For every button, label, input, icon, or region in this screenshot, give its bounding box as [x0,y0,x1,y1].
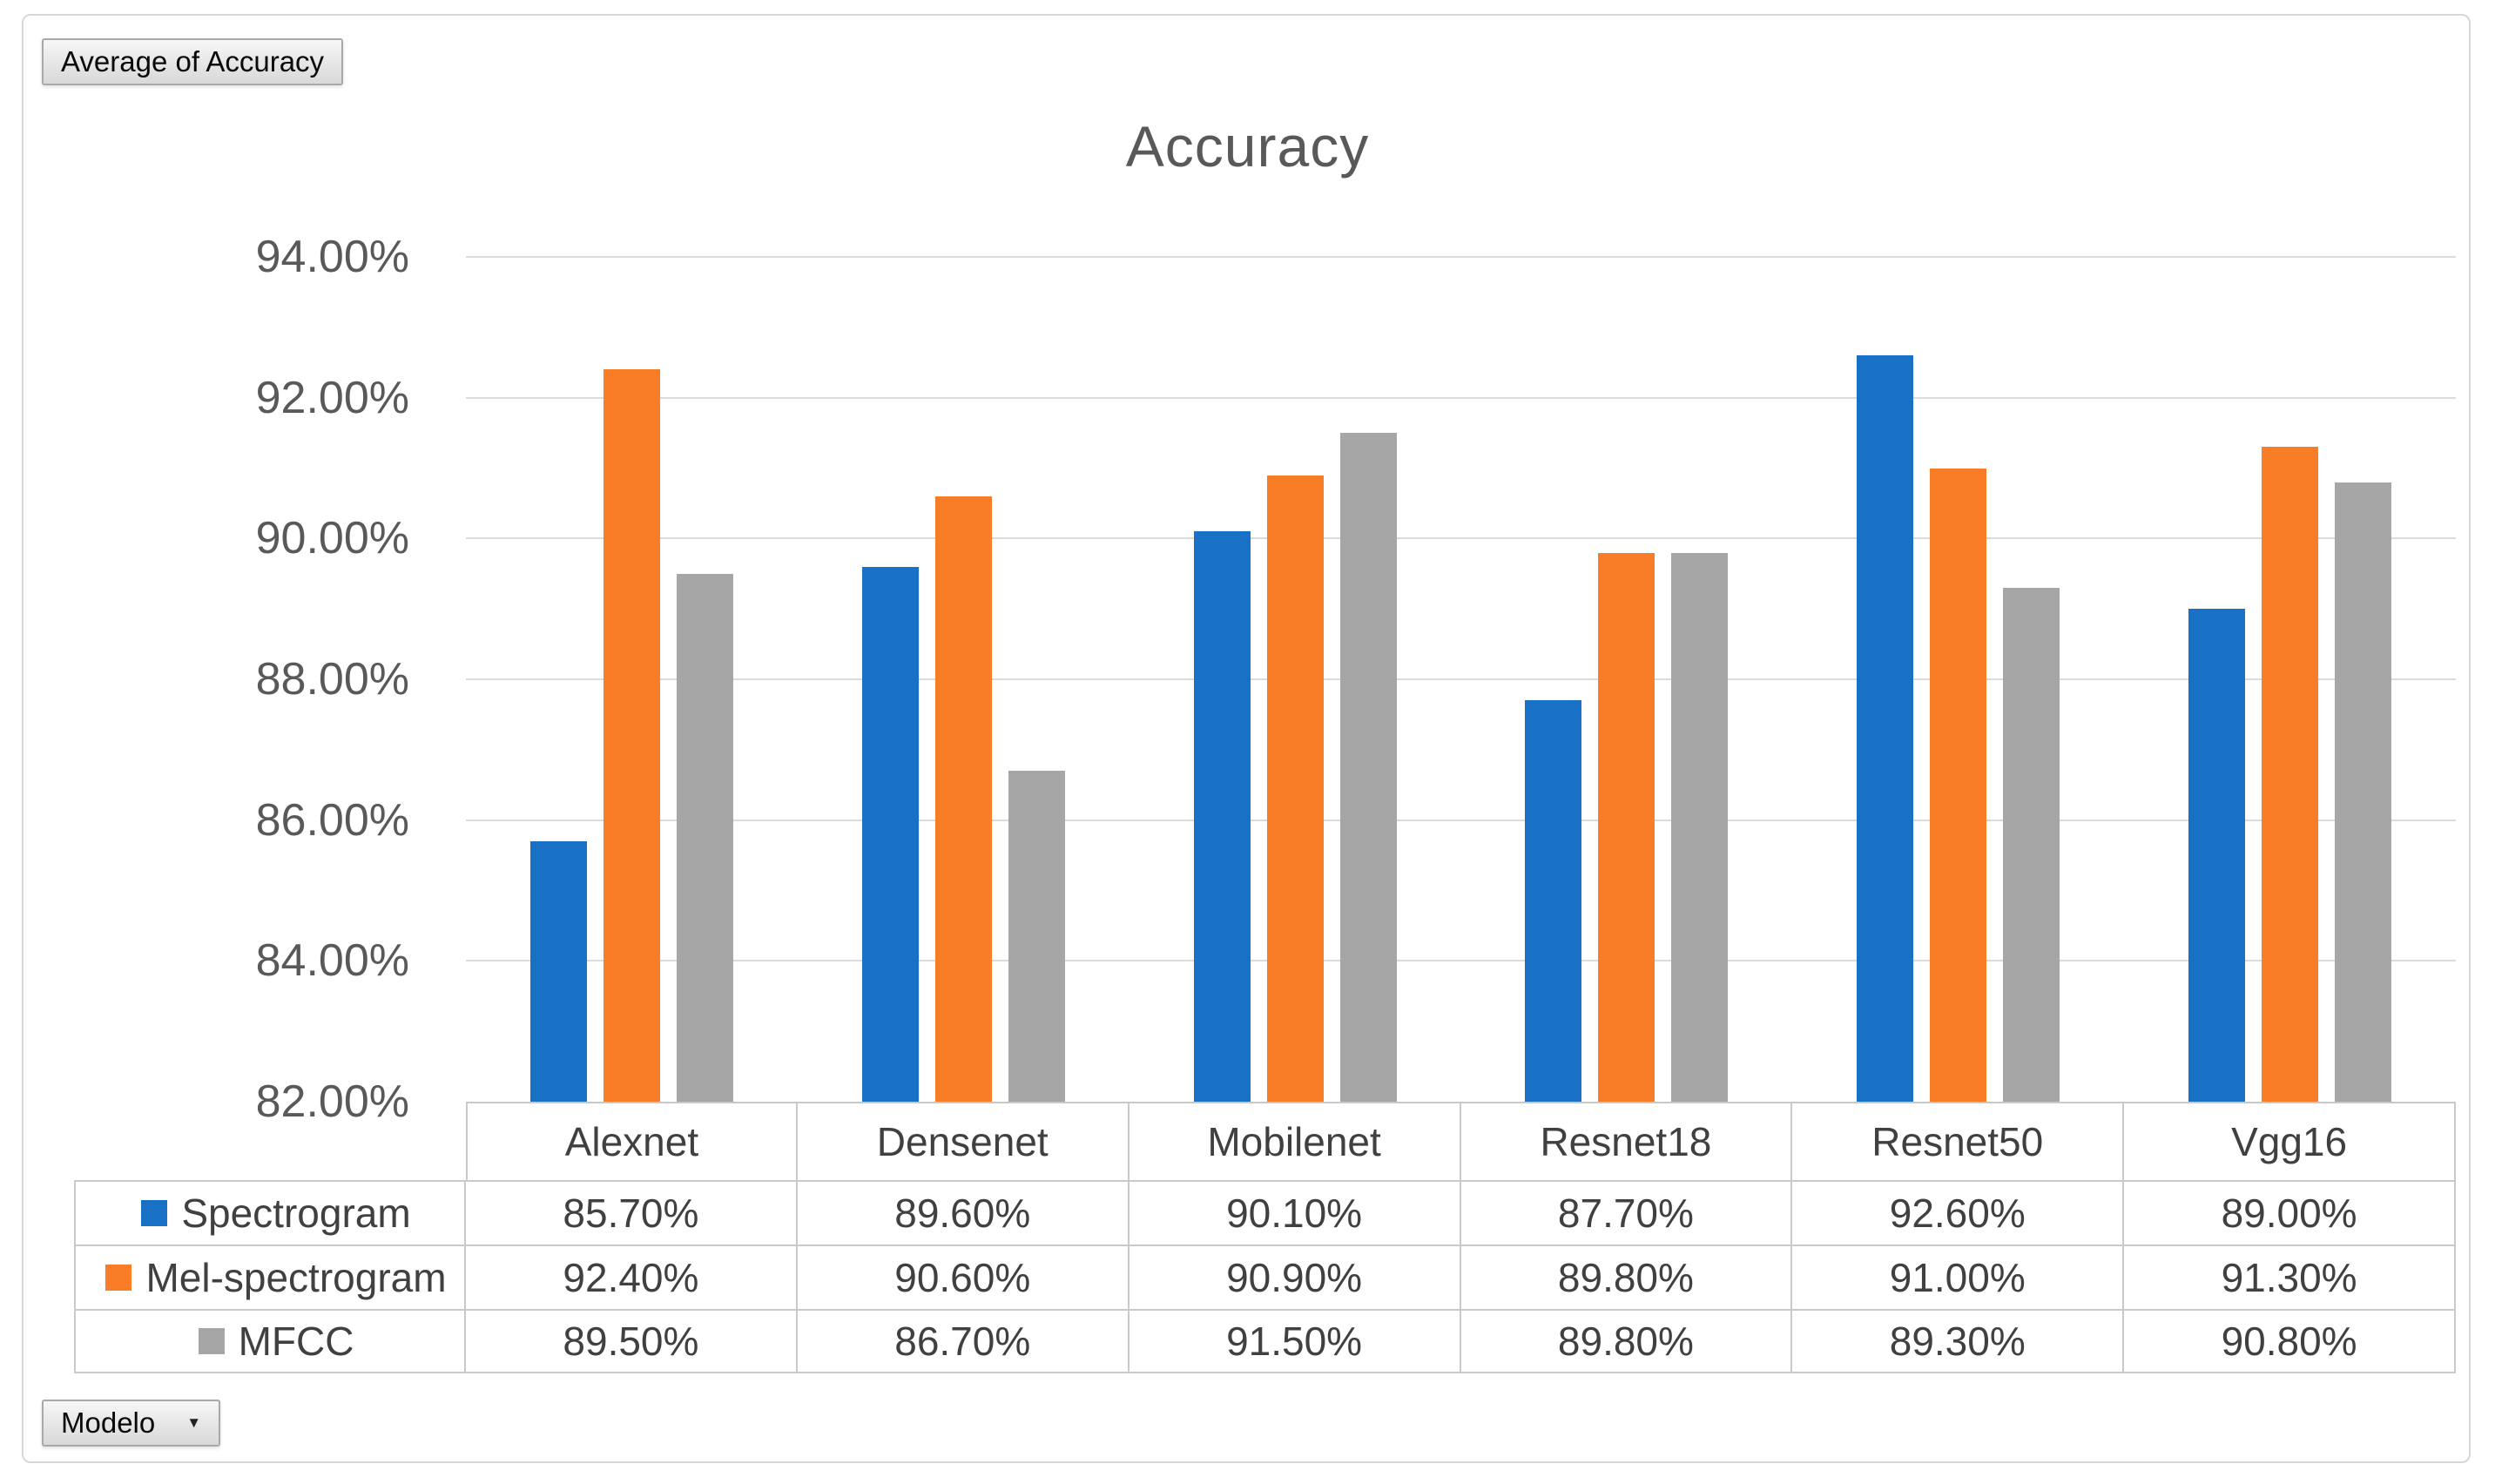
bar-spectrogram-densenet[interactable] [861,566,919,1102]
gridline [466,256,2456,258]
gridline [466,678,2456,680]
value-cell-spectrogram-vgg16: 89.00% [2124,1180,2456,1245]
series-name-label: Spectrogram [181,1191,411,1236]
value-cell-mfcc-resnet50: 89.30% [1792,1309,2125,1373]
table-corner-cell [74,1102,466,1180]
category-header-resnet50: Resnet50 [1792,1102,2125,1180]
value-cell-spectrogram-densenet: 89.60% [797,1180,1129,1245]
pivot-field-button-modelo[interactable]: Modelo ▼ [42,1400,221,1447]
gridline [466,819,2456,821]
y-axis: 94.00% 92.00% 90.00% 88.00% 86.00% 84.00% 82.0… [0,233,418,1126]
category-header-resnet18: Resnet18 [1460,1102,1793,1180]
gridline [466,960,2456,962]
y-axis-tick-label-94-00-: 94.00% [255,232,409,282]
y-axis-tick-label-90-00-: 90.00% [255,513,409,564]
bar-mel-spectrogram-mobilenet[interactable] [1266,475,1324,1102]
dropdown-arrow-icon[interactable]: ▼ [186,1414,202,1431]
value-cell-mfcc-resnet18: 89.80% [1460,1309,1793,1373]
value-cell-mel-spectrogram-resnet18: 89.80% [1460,1245,1793,1309]
legend-swatch-spectrogram [141,1200,168,1226]
pivot-field-button-average-of-accuracy[interactable]: Average of Accuracy [42,38,344,85]
bar-mfcc-resnet50[interactable] [2003,587,2060,1102]
series-row-header-mel-spectrogram: Mel-spectrogram [74,1245,466,1309]
category-header-vgg16: Vgg16 [2124,1102,2456,1180]
value-cell-mfcc-alexnet: 89.50% [466,1309,798,1373]
gridline [466,537,2456,540]
bar-mfcc-alexnet[interactable] [676,573,733,1102]
bar-group-mobilenet [1129,257,1461,1102]
bar-group-resnet50 [1792,257,2124,1102]
category-header-densenet: Densenet [797,1102,1129,1180]
bar-mfcc-mobilenet[interactable] [1339,433,1397,1102]
bar-spectrogram-vgg16[interactable] [2188,609,2246,1102]
bar-mfcc-vgg16[interactable] [2335,482,2392,1102]
bar-spectrogram-resnet18[interactable] [1525,700,1582,1102]
y-axis-tick-label-84-00-: 84.00% [255,935,409,987]
value-cell-mfcc-mobilenet: 91.50% [1129,1309,1461,1373]
series-row-header-spectrogram: Spectrogram [74,1180,466,1245]
y-axis-tick-label-82-00-: 82.00% [255,1076,409,1127]
value-cell-mel-spectrogram-mobilenet: 90.90% [1129,1245,1461,1309]
data-table: Alexnet Densenet Mobilenet Resnet18 Resnet50… [74,1102,2456,1373]
chart-title: Accuracy [1125,114,1370,179]
value-cell-spectrogram-resnet50: 92.60% [1792,1180,2125,1245]
bar-mfcc-resnet18[interactable] [1671,552,1729,1102]
value-cell-mel-spectrogram-densenet: 90.60% [797,1245,1129,1309]
value-cell-mel-spectrogram-resnet50: 91.00% [1792,1245,2125,1309]
bar-spectrogram-alexnet[interactable] [529,840,587,1102]
modelo-button-label: Modelo [61,1406,156,1439]
y-axis-tick-label-92-00-: 92.00% [255,372,409,423]
series-row-header-mfcc: MFCC [74,1309,466,1373]
bar-group-resnet18 [1460,257,1792,1102]
bars-layer [466,257,2456,1102]
y-axis-tick-label-86-00-: 86.00% [255,794,409,846]
bar-mfcc-densenet[interactable] [1008,771,1065,1102]
value-cell-mel-spectrogram-vgg16: 91.30% [2124,1245,2456,1309]
bar-group-alexnet [466,257,798,1102]
value-cell-mel-spectrogram-alexnet: 92.40% [466,1245,798,1309]
bar-spectrogram-mobilenet[interactable] [1193,531,1251,1102]
bar-group-vgg16 [2124,257,2456,1102]
value-cell-mfcc-densenet: 86.70% [797,1309,1129,1373]
plot-area [466,256,2456,1102]
category-header-alexnet: Alexnet [466,1102,798,1180]
gridline [466,396,2456,399]
value-cell-spectrogram-alexnet: 85.70% [466,1180,798,1245]
bar-mel-spectrogram-alexnet[interactable] [603,369,660,1102]
category-header-mobilenet: Mobilenet [1129,1102,1461,1180]
series-name-label: Mel-spectrogram [145,1255,447,1300]
bar-mel-spectrogram-resnet50[interactable] [1930,468,1987,1102]
value-cell-spectrogram-resnet18: 87.70% [1460,1180,1793,1245]
value-cell-mfcc-vgg16: 90.80% [2124,1309,2456,1373]
bar-group-densenet [798,257,1129,1102]
bar-mel-spectrogram-resnet18[interactable] [1598,552,1655,1102]
bar-mel-spectrogram-densenet[interactable] [934,496,992,1102]
bar-spectrogram-resnet50[interactable] [1857,355,1914,1102]
bar-mel-spectrogram-vgg16[interactable] [2262,447,2319,1102]
gridlines-layer [466,256,2456,1102]
y-axis-tick-label-88-00-: 88.00% [255,654,409,705]
series-name-label: MFCC [238,1319,354,1364]
value-cell-spectrogram-mobilenet: 90.10% [1129,1180,1461,1245]
legend-swatch-mfcc [198,1328,225,1354]
legend-swatch-mel-spectrogram [105,1265,132,1291]
